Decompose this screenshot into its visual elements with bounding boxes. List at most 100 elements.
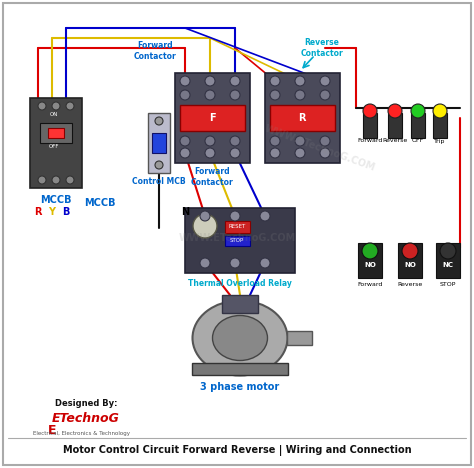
Ellipse shape <box>192 300 288 375</box>
Text: Trip: Trip <box>434 139 446 144</box>
Bar <box>48 128 64 138</box>
Circle shape <box>295 148 305 158</box>
Circle shape <box>270 90 280 100</box>
Circle shape <box>320 90 330 100</box>
Circle shape <box>38 176 46 184</box>
Text: Forward: Forward <box>357 139 383 144</box>
Circle shape <box>205 76 215 86</box>
Text: Forward
Contactor: Forward Contactor <box>134 41 176 61</box>
Circle shape <box>200 258 210 268</box>
Text: NO: NO <box>404 262 416 268</box>
Text: WWW.ETechnoG.COM: WWW.ETechnoG.COM <box>263 123 377 173</box>
Circle shape <box>205 90 215 100</box>
Bar <box>185 208 295 273</box>
Text: Thermal Overload Relay: Thermal Overload Relay <box>188 278 292 287</box>
Circle shape <box>270 148 280 158</box>
Circle shape <box>260 258 270 268</box>
Text: F: F <box>209 113 215 123</box>
Circle shape <box>295 76 305 86</box>
Circle shape <box>388 104 402 118</box>
Text: 3 phase motor: 3 phase motor <box>201 382 280 392</box>
Bar <box>225 236 250 246</box>
Circle shape <box>155 161 163 169</box>
Bar <box>222 295 258 313</box>
Circle shape <box>440 243 456 259</box>
Circle shape <box>230 211 240 221</box>
Circle shape <box>205 136 215 146</box>
Text: N: N <box>181 207 189 217</box>
Circle shape <box>193 214 217 238</box>
Text: OFF: OFF <box>412 139 424 144</box>
Bar <box>265 73 340 163</box>
Text: Reverse
Contactor: Reverse Contactor <box>301 38 343 58</box>
Text: STOP: STOP <box>230 239 244 243</box>
Circle shape <box>295 136 305 146</box>
Bar <box>436 243 460 278</box>
Circle shape <box>402 243 418 259</box>
Bar <box>175 73 250 163</box>
Text: Forward: Forward <box>357 283 383 287</box>
Bar <box>287 331 312 345</box>
Bar <box>358 243 382 278</box>
Text: Y: Y <box>48 207 55 217</box>
Circle shape <box>295 90 305 100</box>
Bar <box>225 221 250 233</box>
Text: ON: ON <box>50 112 58 117</box>
Circle shape <box>205 148 215 158</box>
Text: RESET: RESET <box>228 225 246 229</box>
Text: ETechnoG: ETechnoG <box>52 411 120 424</box>
Circle shape <box>230 90 240 100</box>
Circle shape <box>230 148 240 158</box>
Circle shape <box>200 211 210 221</box>
Circle shape <box>320 76 330 86</box>
Ellipse shape <box>212 315 267 360</box>
Circle shape <box>411 104 425 118</box>
Circle shape <box>66 176 74 184</box>
Circle shape <box>180 148 190 158</box>
Text: Motor Control Circuit Forward Reverse | Wiring and Connection: Motor Control Circuit Forward Reverse | … <box>63 445 411 455</box>
Circle shape <box>363 104 377 118</box>
Text: Forward
Contactor: Forward Contactor <box>191 167 233 187</box>
Bar <box>40 123 72 143</box>
Circle shape <box>230 258 240 268</box>
Bar <box>433 113 447 138</box>
Circle shape <box>180 76 190 86</box>
Text: R: R <box>34 207 42 217</box>
Circle shape <box>260 211 270 221</box>
Text: STOP: STOP <box>440 283 456 287</box>
Circle shape <box>180 90 190 100</box>
Circle shape <box>38 102 46 110</box>
Text: Electrical, Electronics & Technology: Electrical, Electronics & Technology <box>33 431 130 436</box>
Text: MCCB: MCCB <box>84 198 116 208</box>
Circle shape <box>52 176 60 184</box>
Bar <box>363 113 377 138</box>
Circle shape <box>230 76 240 86</box>
Circle shape <box>320 148 330 158</box>
Bar <box>152 133 166 153</box>
Circle shape <box>362 243 378 259</box>
Text: NO: NO <box>364 262 376 268</box>
Bar <box>148 113 170 173</box>
Circle shape <box>270 76 280 86</box>
Circle shape <box>270 136 280 146</box>
Circle shape <box>66 102 74 110</box>
Text: WWW.ETechnoG.COM: WWW.ETechnoG.COM <box>178 233 296 243</box>
Text: NC: NC <box>443 262 454 268</box>
Text: Reverse: Reverse <box>397 283 423 287</box>
Text: Designed By:: Designed By: <box>55 398 118 408</box>
Bar <box>411 113 425 138</box>
Bar <box>388 113 402 138</box>
Circle shape <box>320 136 330 146</box>
Circle shape <box>433 104 447 118</box>
Text: E: E <box>48 424 56 437</box>
Circle shape <box>52 102 60 110</box>
Text: R: R <box>298 113 306 123</box>
Bar <box>180 105 245 131</box>
Text: Control MCB: Control MCB <box>132 176 186 185</box>
Circle shape <box>155 117 163 125</box>
Bar <box>270 105 335 131</box>
Bar <box>398 243 422 278</box>
Text: B: B <box>62 207 70 217</box>
Circle shape <box>180 136 190 146</box>
Circle shape <box>230 136 240 146</box>
